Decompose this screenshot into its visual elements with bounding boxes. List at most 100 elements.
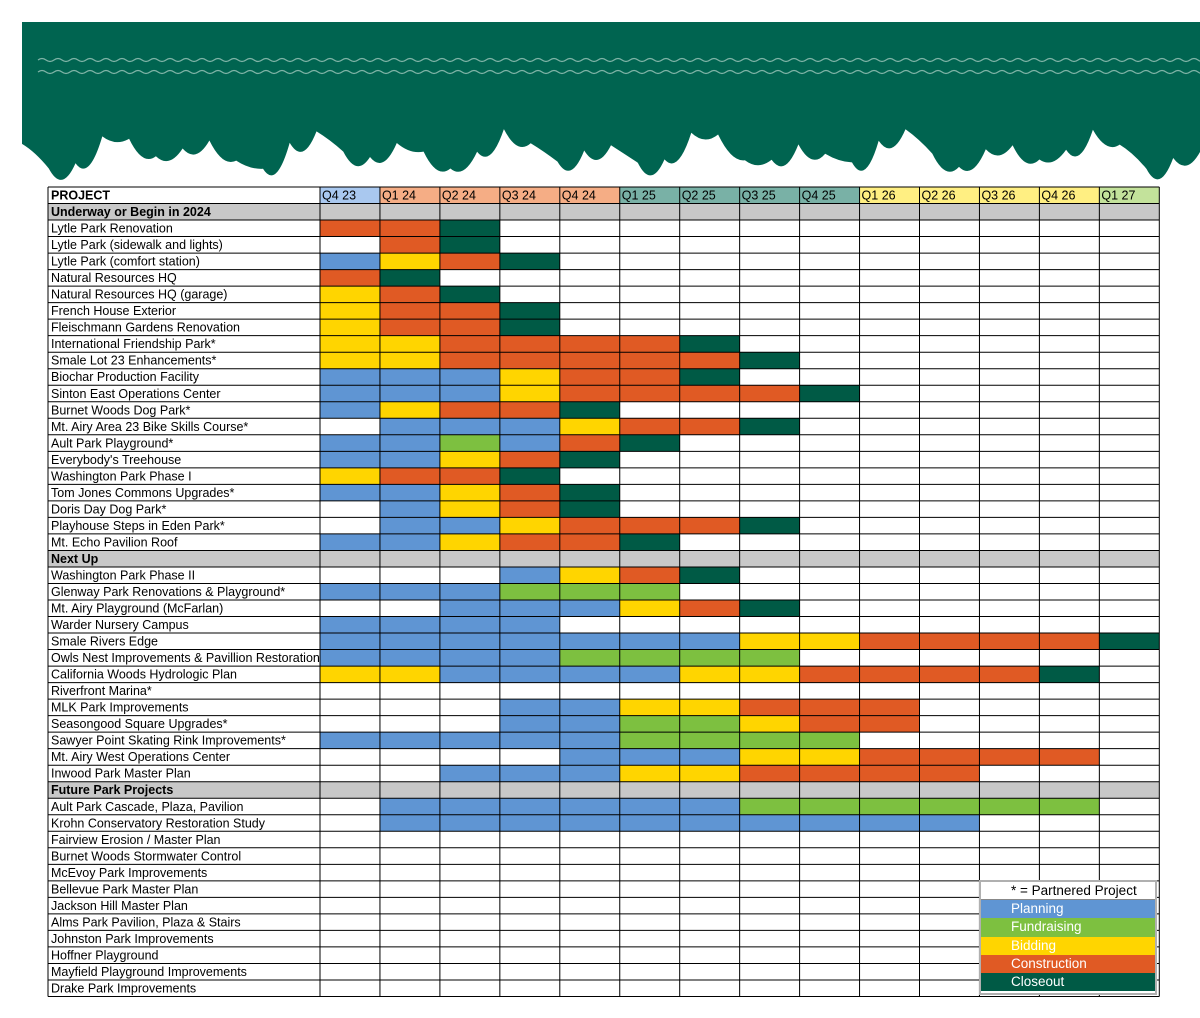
project-name: Inwood Park Master Plan [51,767,191,781]
phase-cell [619,633,680,650]
phase-cell [379,434,440,452]
phase-cell [499,418,560,435]
phase-cell [320,220,380,237]
phase-cell [499,814,560,832]
legend-bidding: Bidding [981,936,1155,955]
phase-cell [679,566,740,584]
legend-planning: Planning [981,900,1155,919]
phase-cell [679,418,740,435]
phase-cell [439,401,500,419]
project-name: Hoffner Playground [51,948,159,962]
phase-cell [679,732,740,749]
phase-cell [379,583,440,600]
header-project-cell [48,187,320,204]
phase-cell [379,633,440,650]
phase-cell [619,418,680,435]
header-quarter-cell [559,187,620,204]
phase-cell [499,385,560,402]
phase-cell [499,500,560,518]
phase-cell [379,368,440,386]
phase-cell [379,385,440,402]
phase-cell [499,484,560,501]
phase-cell [919,633,980,650]
project-name: Alms Park Pavilion, Plaza & Stairs [51,915,241,929]
phase-cell [439,600,500,617]
phase-cell [559,666,620,683]
phase-cell [859,814,920,832]
phase-cell [320,583,380,600]
phase-cell [379,467,440,485]
phase-cell [739,814,800,832]
phase-cell [919,798,980,815]
phase-cell [439,286,500,303]
project-name: Playhouse Steps in Eden Park* [51,519,225,533]
project-name: Washington Park Phase I [51,469,192,483]
phase-cell [379,220,440,237]
project-name: Krohn Conservatory Restoration Study [51,816,266,830]
legend-construction: Construction [981,954,1155,973]
phase-cell [559,814,620,832]
project-name: McEvoy Park Improvements [51,866,207,880]
section-row [48,550,1160,567]
header-quarter-cell [320,187,380,204]
phase-cell [379,517,440,534]
phase-cell [320,467,380,485]
phase-cell [559,484,620,501]
project-name: Fairview Erosion / Master Plan [51,833,221,847]
phase-cell [799,814,860,832]
phase-cell [439,814,500,832]
phase-cell [379,302,440,320]
phase-cell [739,699,800,716]
phase-cell [499,583,560,600]
project-name: French House Exterior [51,304,176,318]
phase-cell [619,798,680,815]
phase-cell [1039,748,1100,766]
project-name: Drake Park Improvements [51,981,196,995]
project-name: Jackson Hill Master Plan [51,899,188,913]
phase-cell [499,699,560,716]
phase-cell [619,533,680,551]
phase-cell [619,368,680,386]
wave-line-lower [37,69,1200,75]
phase-cell [320,533,380,551]
phase-cell [499,798,560,815]
phase-cell [799,385,860,402]
phase-cell [739,798,800,815]
phase-cell [619,699,680,716]
phase-cell [799,666,860,683]
project-name: Johnston Park Improvements [51,932,214,946]
phase-cell [979,748,1040,766]
project-name: Ault Park Cascade, Plaza, Pavilion [51,800,244,814]
phase-cell [320,269,380,287]
header-quarter-label: Q3 26 [981,189,1015,203]
phase-cell [559,765,620,782]
phase-cell [439,765,500,782]
phase-cell [379,451,440,468]
phase-cell [559,533,620,551]
phase-cell [379,732,440,749]
phase-cell [679,517,740,534]
project-name: Biochar Production Facility [51,370,200,384]
phase-cell [439,500,500,518]
header-quarter-cell [439,187,500,204]
phase-cell [439,368,500,386]
phase-cell [499,616,560,634]
header-quarter-cell [1099,187,1160,204]
phase-cell [499,715,560,733]
legend-note: * = Partnered Project [981,882,1155,901]
phase-cell [559,715,620,733]
phase-cell [679,600,740,617]
section-title: Underway or Begin in 2024 [51,205,211,219]
project-name: Washington Park Phase II [51,568,195,582]
phase-cell [320,385,380,402]
phase-cell [379,484,440,501]
phase-cell [619,335,680,353]
phase-cell [1099,633,1160,650]
phase-cell [439,517,500,534]
phase-cell [619,748,680,766]
phase-cell [739,600,800,617]
phase-cell [559,368,620,386]
phase-cell [320,352,380,369]
phase-cell [439,798,500,815]
phase-cell [619,765,680,782]
